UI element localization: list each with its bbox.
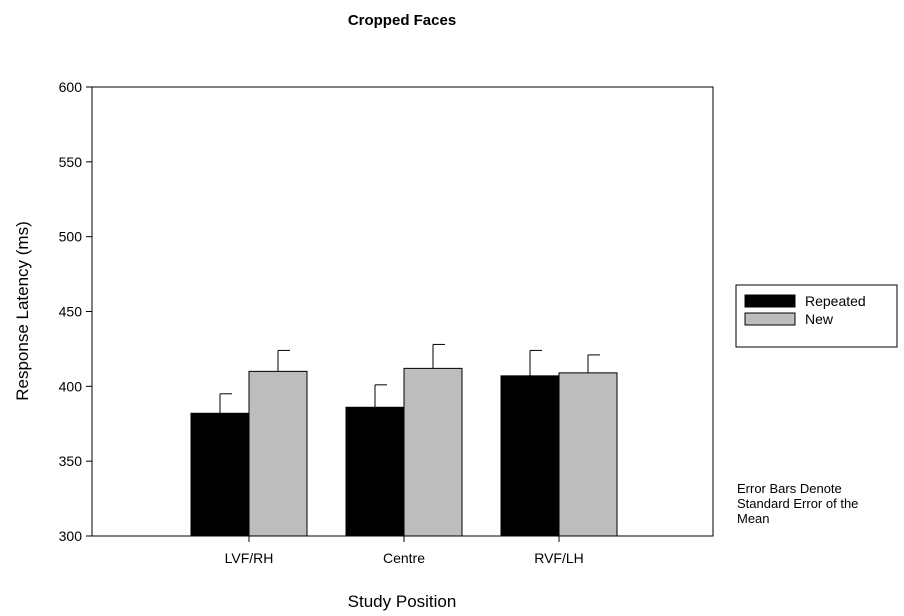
note-line: Standard Error of the xyxy=(737,496,859,511)
legend-label-new: New xyxy=(805,311,834,327)
note-line: Mean xyxy=(737,511,770,526)
bar-repeated-1 xyxy=(345,406,405,537)
legend: Repeated New xyxy=(735,284,898,348)
note-line: Error Bars Denote xyxy=(737,481,842,496)
bars xyxy=(190,343,618,537)
x-axis: LVF/RH Centre RVF/LH xyxy=(225,536,584,566)
y-tick-label: 350 xyxy=(59,453,83,469)
x-tick-label: LVF/RH xyxy=(225,550,274,566)
legend-swatch-repeated xyxy=(744,294,796,308)
y-axis: 300 350 400 450 500 550 600 xyxy=(59,79,92,544)
chart-title: Cropped Faces xyxy=(348,12,456,29)
error-bar-note: Error Bars Denote Standard Error of the … xyxy=(737,481,904,526)
bar-repeated-0 xyxy=(190,412,250,537)
bar-new-1 xyxy=(403,367,463,537)
y-tick-label: 500 xyxy=(59,229,83,245)
x-axis-label: Study Position xyxy=(348,592,457,611)
bar-new-2 xyxy=(558,372,618,537)
y-axis-label: Response Latency (ms) xyxy=(13,221,32,401)
y-tick-label: 400 xyxy=(59,378,83,394)
legend-label-repeated: Repeated xyxy=(805,293,866,309)
x-tick-label: RVF/LH xyxy=(534,550,584,566)
y-tick-label: 550 xyxy=(59,154,83,170)
bar-new-0 xyxy=(248,370,308,537)
x-tick-label: Centre xyxy=(383,550,425,566)
bar-repeated-2 xyxy=(500,375,560,537)
y-tick-label: 450 xyxy=(59,304,83,320)
y-tick-label: 300 xyxy=(59,528,83,544)
y-tick-label: 600 xyxy=(59,79,83,95)
legend-swatch-new xyxy=(744,312,796,326)
